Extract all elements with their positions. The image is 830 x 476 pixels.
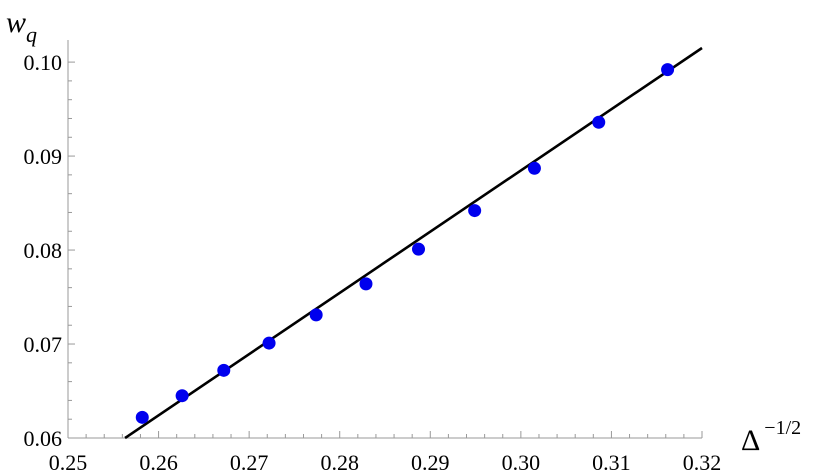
x-tick-label: 0.27 [230,450,269,475]
y-tick-label: 0.06 [24,426,63,451]
x-axis-label-sup: −1/2 [764,417,801,439]
x-tick-label: 0.25 [49,450,88,475]
data-point [468,204,482,218]
data-point [217,363,231,377]
x-tick-label: 0.31 [592,450,631,475]
ticks: 0.25 0.26 0.27 0.28 0.29 0.30 0.31 0.32 0.06 0.07… [24,50,722,475]
data-point [262,336,276,350]
x-tick-label: 0.28 [320,450,359,475]
x-tick-label: 0.29 [411,450,450,475]
x-axis-label: Δ −1/2 [741,417,801,457]
data-point [412,242,426,256]
x-tick-label: 0.30 [502,450,541,475]
data-point [135,410,149,424]
y-axis-label-main: w [6,6,26,39]
data-point [359,277,373,291]
data-points [135,63,675,424]
axis-labels: wq Δ −1/2 [6,6,801,457]
y-tick-label: 0.09 [24,144,63,169]
x-axis-label-main: Δ [741,424,760,457]
data-point [175,389,189,403]
x-tick-label: 0.32 [683,450,722,475]
fit-line-group [124,46,703,440]
y-tick-label: 0.07 [24,332,63,357]
data-point [592,115,606,129]
y-tick-label: 0.10 [24,50,63,75]
fit-line [124,46,703,440]
y-axis-label-sub: q [26,22,37,47]
data-point [661,63,675,77]
axes [67,40,702,439]
y-axis-label: wq [6,6,37,47]
x-tick-label: 0.26 [139,450,178,475]
y-tick-label: 0.08 [24,238,63,263]
data-point [527,161,541,175]
data-point [309,308,323,322]
